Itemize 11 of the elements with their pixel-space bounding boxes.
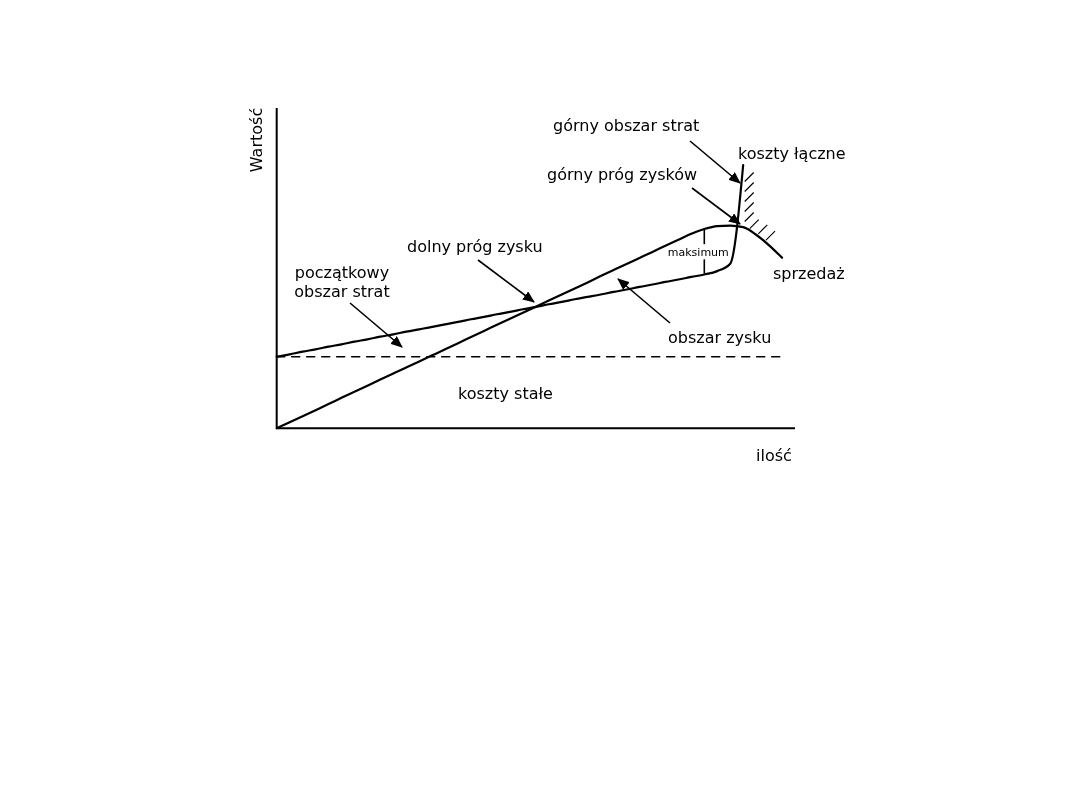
series-label: sprzedaż	[773, 264, 845, 283]
annotation: dolny próg zysku	[407, 237, 543, 256]
annotation: górny próg zysków	[547, 165, 698, 184]
series-label: koszty stałe	[458, 384, 553, 403]
text: górny obszar strat	[553, 116, 700, 135]
x-axis-title: ilość	[756, 446, 792, 465]
annotation: obszar zysku	[668, 328, 772, 347]
series-label: koszty łączne	[738, 144, 846, 163]
annotation: początkowy obszar strat	[294, 263, 390, 301]
annotation: maksimum	[667, 245, 729, 259]
y-axis-title: Wartość	[247, 107, 266, 173]
